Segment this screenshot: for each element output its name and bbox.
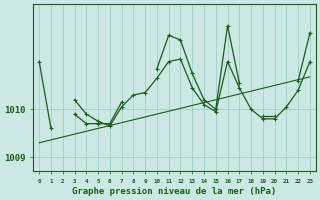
X-axis label: Graphe pression niveau de la mer (hPa): Graphe pression niveau de la mer (hPa) xyxy=(72,187,277,196)
